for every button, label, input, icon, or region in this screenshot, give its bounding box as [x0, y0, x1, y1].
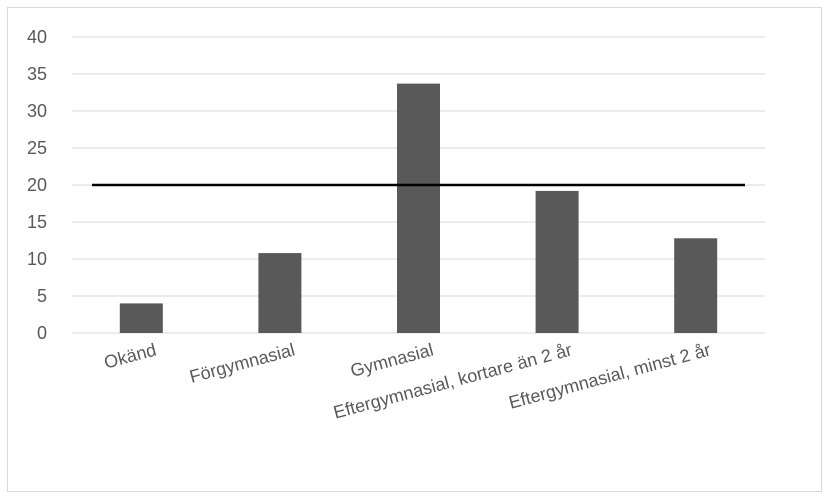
bar	[258, 253, 302, 333]
y-tick-label: 40	[27, 27, 47, 47]
category-label: Gymnasial	[348, 340, 435, 381]
y-tick-label: 5	[37, 286, 47, 306]
x-axis-category-labels: Okänd Förgymnasial GymnasialEftergymnasial…	[102, 340, 713, 423]
category-label: Förgymnasial	[187, 340, 297, 387]
bar	[119, 303, 163, 333]
y-tick-label: 10	[27, 249, 47, 269]
y-axis-tick-labels: 0 5 10 15 20 25 30 35 40	[27, 27, 47, 343]
y-tick-label: 20	[27, 175, 47, 195]
category-label: Okänd	[102, 340, 158, 373]
y-tick-label: 35	[27, 64, 47, 84]
bar	[397, 83, 440, 334]
bar	[674, 238, 718, 333]
category-label: Eftergymnasial, kortare än 2 år	[331, 340, 574, 423]
y-tick-label: 25	[27, 138, 47, 158]
bar	[535, 190, 579, 333]
y-tick-label: 15	[27, 212, 47, 232]
bars	[119, 83, 718, 334]
y-tick-label: 0	[37, 323, 47, 343]
y-tick-label: 30	[27, 101, 47, 121]
